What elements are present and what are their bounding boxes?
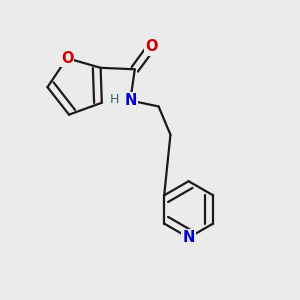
- Text: H: H: [110, 92, 119, 106]
- Text: O: O: [145, 40, 158, 55]
- Text: N: N: [182, 230, 195, 245]
- Text: O: O: [61, 51, 73, 66]
- Text: N: N: [124, 93, 136, 108]
